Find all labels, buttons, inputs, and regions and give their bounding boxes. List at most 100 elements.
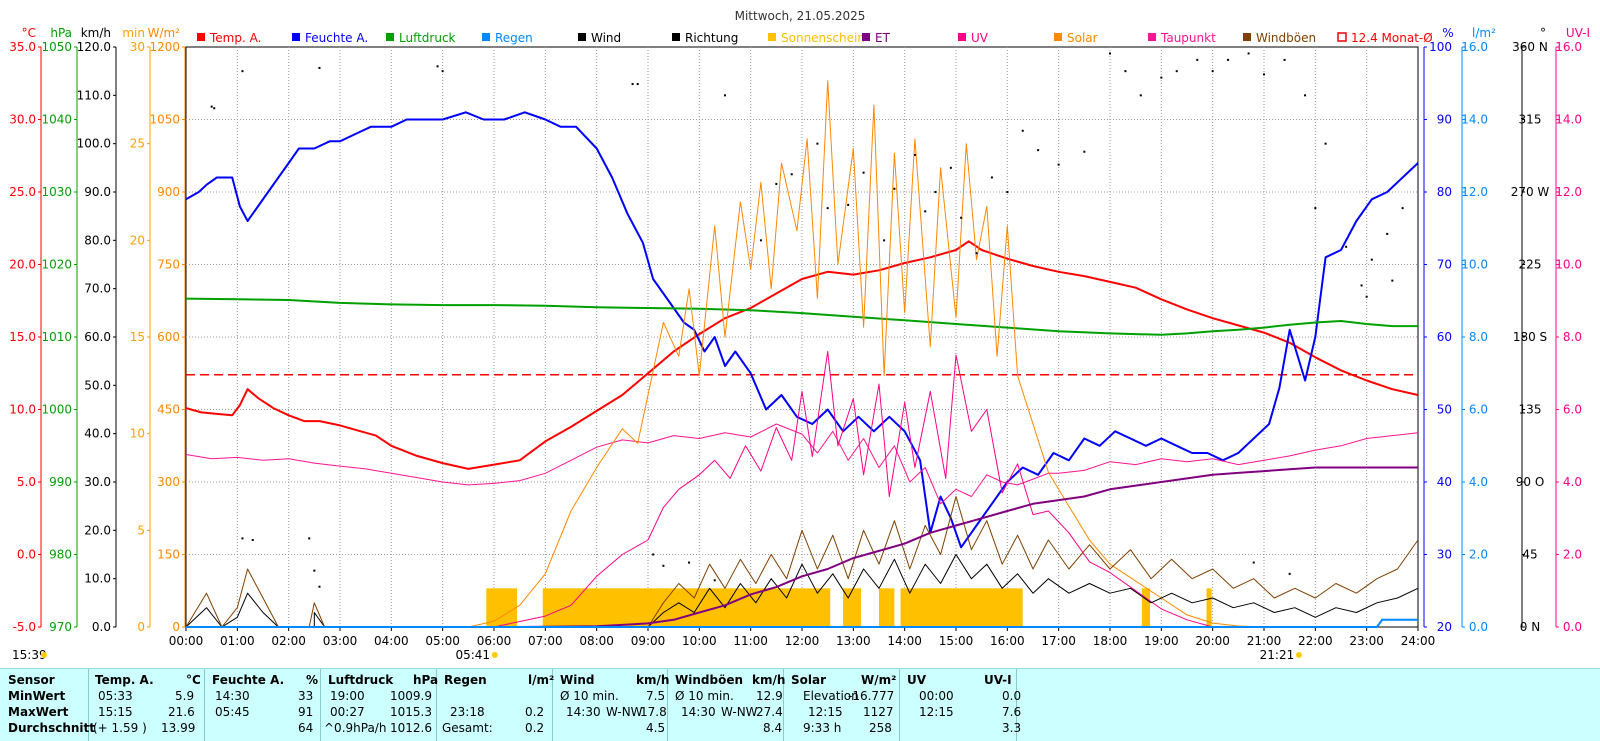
series-line-luftdruck	[185, 297, 1418, 336]
x-tick-label: 24:00	[1401, 634, 1436, 648]
axis-tick-label: 20	[1437, 620, 1452, 634]
temp-min: 5.9	[175, 689, 195, 703]
stats-header-solar: Solar	[791, 673, 827, 687]
direction-dot	[934, 191, 937, 193]
humidity-max: 91	[298, 705, 314, 719]
axis-tick-label: 0.0	[92, 620, 111, 634]
axis-tick-label: 100.0	[77, 137, 111, 151]
axis-tick-label: 80	[1437, 185, 1452, 199]
direction-dot	[662, 564, 665, 567]
x-tick-label: 09:00	[631, 634, 666, 648]
direction-dot	[949, 166, 952, 169]
x-tick-label: 10:00	[682, 634, 717, 648]
footer-sun-icon	[41, 652, 47, 658]
sunshine-bar	[843, 588, 862, 627]
axis-tick-label: 6.0	[1563, 403, 1582, 417]
axis-tick-label: 35.0	[9, 40, 36, 54]
axis-tick-label: 5.0	[17, 475, 36, 489]
axis-tick-label: -5.0	[13, 620, 36, 634]
stats-row-avg: Durchschnitt	[8, 721, 96, 735]
axis-tick-label: 20.0	[84, 523, 111, 537]
wind-max-dir: W-NW	[606, 705, 643, 719]
axis-tick-label: 990	[49, 475, 72, 489]
wind-avg10: 7.5	[646, 689, 666, 703]
temp-avg-change: (+ 1.59 )	[93, 721, 147, 735]
x-tick-label: 17:00	[1041, 634, 1076, 648]
axis-tick-label: 600	[157, 330, 180, 344]
sunshine-bar	[879, 588, 895, 627]
axis-tick-label: 16.0	[1461, 40, 1488, 54]
direction-dot	[1211, 70, 1214, 73]
temp-max-time: 15:15	[98, 705, 133, 719]
solar-elevation-label: Elevation	[803, 689, 859, 703]
stats-header-humidity: Feuchte A.	[212, 673, 285, 687]
pressure-max-time: 00:27	[330, 705, 365, 719]
axis-tick-label: 0	[137, 620, 145, 634]
direction-dot	[251, 539, 254, 541]
rain-max: 0.2	[525, 705, 545, 719]
axis-tick-label: 1020	[41, 258, 72, 272]
legend-label: Temp. A.	[209, 31, 261, 45]
direction-dots	[210, 52, 1404, 588]
x-tick-label: 13:00	[836, 634, 871, 648]
axis-tick-label: 40.0	[84, 427, 111, 441]
x-tick-label: 01:00	[220, 634, 255, 648]
rain-total: 0.2	[525, 721, 545, 735]
direction-dot	[1370, 258, 1373, 261]
x-tick-label: 04:00	[374, 634, 409, 648]
axis-unit-label: hPa	[50, 26, 72, 40]
direction-dot	[1283, 58, 1286, 61]
direction-dot	[1057, 163, 1060, 166]
x-tick-label: 22:00	[1298, 634, 1333, 648]
gust-max-time: 14:30	[681, 705, 716, 719]
direction-dot	[241, 70, 244, 73]
stats-header-rain-unit: l/m²	[528, 673, 555, 687]
direction-dot	[1263, 73, 1265, 76]
direction-dot	[1314, 207, 1317, 210]
legend-swatch	[1243, 33, 1251, 41]
direction-dot	[688, 561, 691, 564]
gust-max-dir: W-NW	[721, 705, 758, 719]
series-line-regen	[186, 618, 1418, 628]
stats-header-pressure-unit: hPa	[413, 673, 439, 687]
direction-dot	[436, 65, 439, 68]
axis-tick-label: 30.0	[84, 475, 111, 489]
axis-tick-label: 360 N	[1512, 40, 1548, 54]
series-line-taupunkt	[185, 423, 1419, 505]
axis-tick-label: 15	[130, 330, 145, 344]
axis-tick-label: 30	[1437, 548, 1452, 562]
axis-tick-label: 30	[130, 40, 145, 54]
axis-tick-label: 1010	[41, 330, 72, 344]
stats-header-rain: Regen	[444, 673, 487, 687]
wind-max-time: 14:30	[566, 705, 601, 719]
stats-header-solar-unit: W/m²	[861, 673, 897, 687]
direction-dot	[1021, 129, 1024, 132]
axis-tick-label: 1200	[149, 40, 180, 54]
direction-dot	[893, 187, 896, 190]
direction-dot	[318, 585, 321, 588]
axis-tick-label: 10.0	[84, 572, 111, 586]
axis-tick-label: 5	[137, 523, 145, 537]
stats-header-uv: UV	[907, 673, 927, 687]
direction-dot	[1083, 150, 1086, 153]
pressure-min: 1009.9	[390, 689, 432, 703]
wind-max: 17.8	[640, 705, 667, 719]
stats-header-temp: Temp. A.	[95, 673, 154, 687]
x-tick-label: 03:00	[323, 634, 358, 648]
direction-dot	[652, 553, 655, 556]
axis-tick-label: 15.0	[9, 330, 36, 344]
direction-dot	[790, 173, 793, 176]
stats-row-max: MaxWert	[8, 705, 69, 719]
axis-tick-label: 90 O	[1516, 475, 1545, 489]
direction-dot	[1160, 76, 1163, 79]
direction-dot	[862, 171, 865, 174]
direction-dot	[1324, 142, 1327, 145]
legend-label: Richtung	[685, 31, 738, 45]
x-tick-label: 20:00	[1195, 634, 1230, 648]
legend-swatch	[482, 33, 490, 41]
axis-tick-label: 135	[1519, 403, 1542, 417]
direction-dot	[213, 107, 216, 110]
x-tick-label: 02:00	[271, 634, 306, 648]
axis-tick-label: 0 N	[1520, 620, 1540, 634]
direction-dot	[1139, 94, 1142, 97]
